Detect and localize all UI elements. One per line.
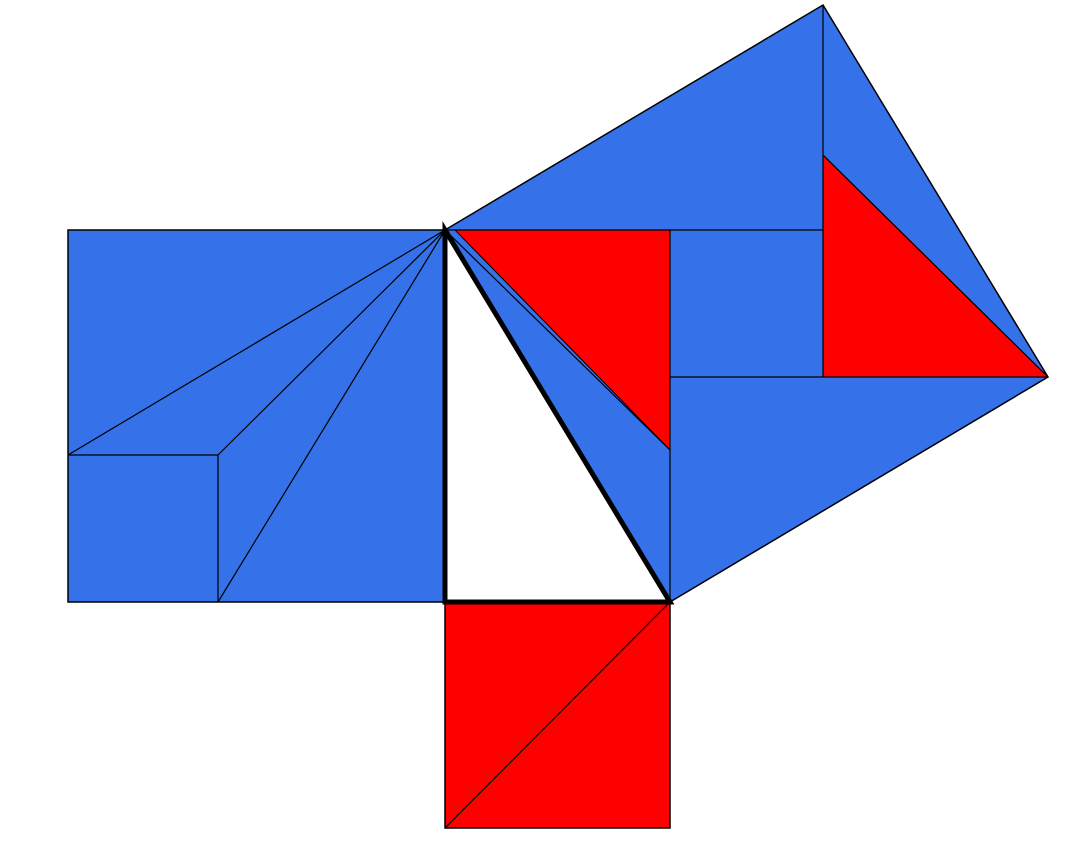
central-right-triangle	[442, 221, 675, 605]
right-triangle	[442, 221, 675, 605]
bottom-square-diagonal	[444, 601, 671, 829]
hypotenuse-red-triangle-right-hypotenuse	[822, 154, 1049, 378]
left-square-fan-line-1	[67, 229, 446, 456]
bottom-leg-square	[444, 601, 671, 829]
left-square-fan-line-3	[217, 229, 446, 603]
hypotenuse-red-triangle-top-hypotenuse	[444, 229, 671, 451]
left-leg-square	[67, 229, 446, 603]
left-square-fan-line-2	[217, 229, 446, 456]
hypotenuse-square	[443, 3, 1050, 604]
